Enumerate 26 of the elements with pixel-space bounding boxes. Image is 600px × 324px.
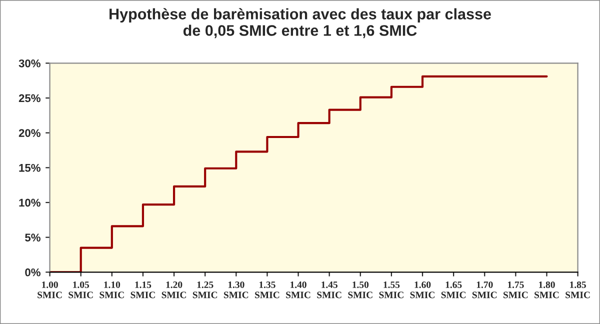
x-tick-label: 1.35 SMIC: [255, 281, 280, 298]
x-tick-label: 1.15 SMIC: [130, 282, 155, 298]
y-tick-label: 10%: [19, 198, 40, 207]
x-tick-label: 1.85 SMIC: [566, 281, 590, 298]
x-tick-label: 1.05 SMIC: [68, 281, 93, 298]
x-tick-label: 1.60 SMIC: [410, 281, 434, 298]
y-tick-label: 15%: [19, 164, 40, 172]
x-tick-label: 1.80 SMIC: [534, 281, 559, 298]
x-tick-label: 1.25 SMIC: [192, 281, 218, 298]
x-tick-label: 1.40 SMIC: [286, 281, 310, 298]
x-tick-label: 1.30 SMIC: [224, 281, 248, 298]
x-tick-label: 1.20 SMIC: [162, 281, 186, 298]
x-tick-label: 1.45 SMIC: [317, 282, 342, 298]
y-tick-label: 20%: [18, 129, 40, 137]
x-tick-label: 1.65 SMIC: [441, 281, 466, 298]
chart-title: Hypothèse de barèmisation avec des taux par classe de 0,05 SMIC entre 1 et 1,6 SMIC: [110, 8, 491, 38]
x-tick-label: 1.75 SMIC: [504, 282, 528, 298]
y-tick-label: 25%: [18, 94, 40, 102]
x-tick-label: 1.00 SMIC: [38, 281, 62, 298]
x-tick-label: 1.70 SMIC: [472, 281, 497, 298]
y-tick-label: 5%: [25, 234, 40, 242]
y-tick-label: 30%: [18, 59, 40, 68]
y-tick-label: 0%: [25, 268, 40, 276]
x-tick-label: 1.55 SMIC: [379, 282, 404, 298]
x-tick-label: 1.10 SMIC: [100, 281, 124, 298]
x-tick-label: 1.50 SMIC: [348, 281, 372, 298]
